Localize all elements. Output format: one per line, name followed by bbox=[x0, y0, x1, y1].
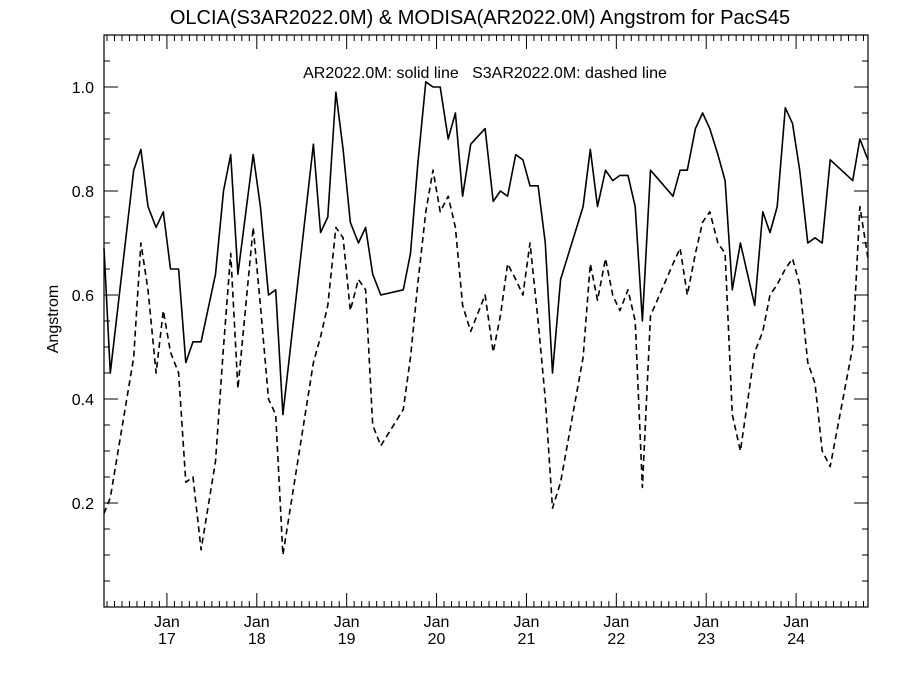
y-tick-label: 0.6 bbox=[72, 288, 94, 305]
y-axis-label: Angstrom bbox=[45, 285, 62, 353]
y-tick-label: 1.0 bbox=[72, 80, 94, 97]
data-series bbox=[103, 81, 869, 556]
x-tick-label-year: 18 bbox=[248, 631, 266, 648]
x-tick-label-year: 21 bbox=[518, 631, 536, 648]
y-tick-label: 0.8 bbox=[72, 184, 94, 201]
x-tick-label-month: Jan bbox=[334, 614, 360, 631]
x-tick-label-month: Jan bbox=[154, 614, 180, 631]
axis-ticks: 0.20.40.60.81.0Jan17Jan18Jan19Jan20Jan21… bbox=[72, 35, 868, 648]
line-style-annotation: AR2022.0M: solid line S3AR2022.0M: dashe… bbox=[303, 65, 667, 82]
x-tick-label-month: Jan bbox=[244, 614, 270, 631]
x-tick-label-year: 22 bbox=[607, 631, 625, 648]
plot-frame bbox=[103, 34, 869, 608]
x-tick-label-year: 23 bbox=[697, 631, 715, 648]
x-tick-label-year: 19 bbox=[338, 631, 356, 648]
x-tick-label-month: Jan bbox=[603, 614, 629, 631]
x-tick-label-year: 24 bbox=[787, 631, 805, 648]
y-tick-label: 0.4 bbox=[72, 392, 94, 409]
x-tick-label-year: 20 bbox=[428, 631, 446, 648]
y-tick-label: 0.2 bbox=[72, 496, 94, 513]
x-tick-label-year: 17 bbox=[158, 631, 176, 648]
x-tick-label-month: Jan bbox=[693, 614, 719, 631]
series-line-solid bbox=[103, 81, 869, 416]
series-line-dashed bbox=[103, 169, 869, 556]
x-tick-label-month: Jan bbox=[424, 614, 450, 631]
chart-title: OLCIA(S3AR2022.0M) & MODISA(AR2022.0M) A… bbox=[170, 7, 790, 29]
x-tick-label-month: Jan bbox=[514, 614, 540, 631]
x-tick-label-month: Jan bbox=[783, 614, 809, 631]
